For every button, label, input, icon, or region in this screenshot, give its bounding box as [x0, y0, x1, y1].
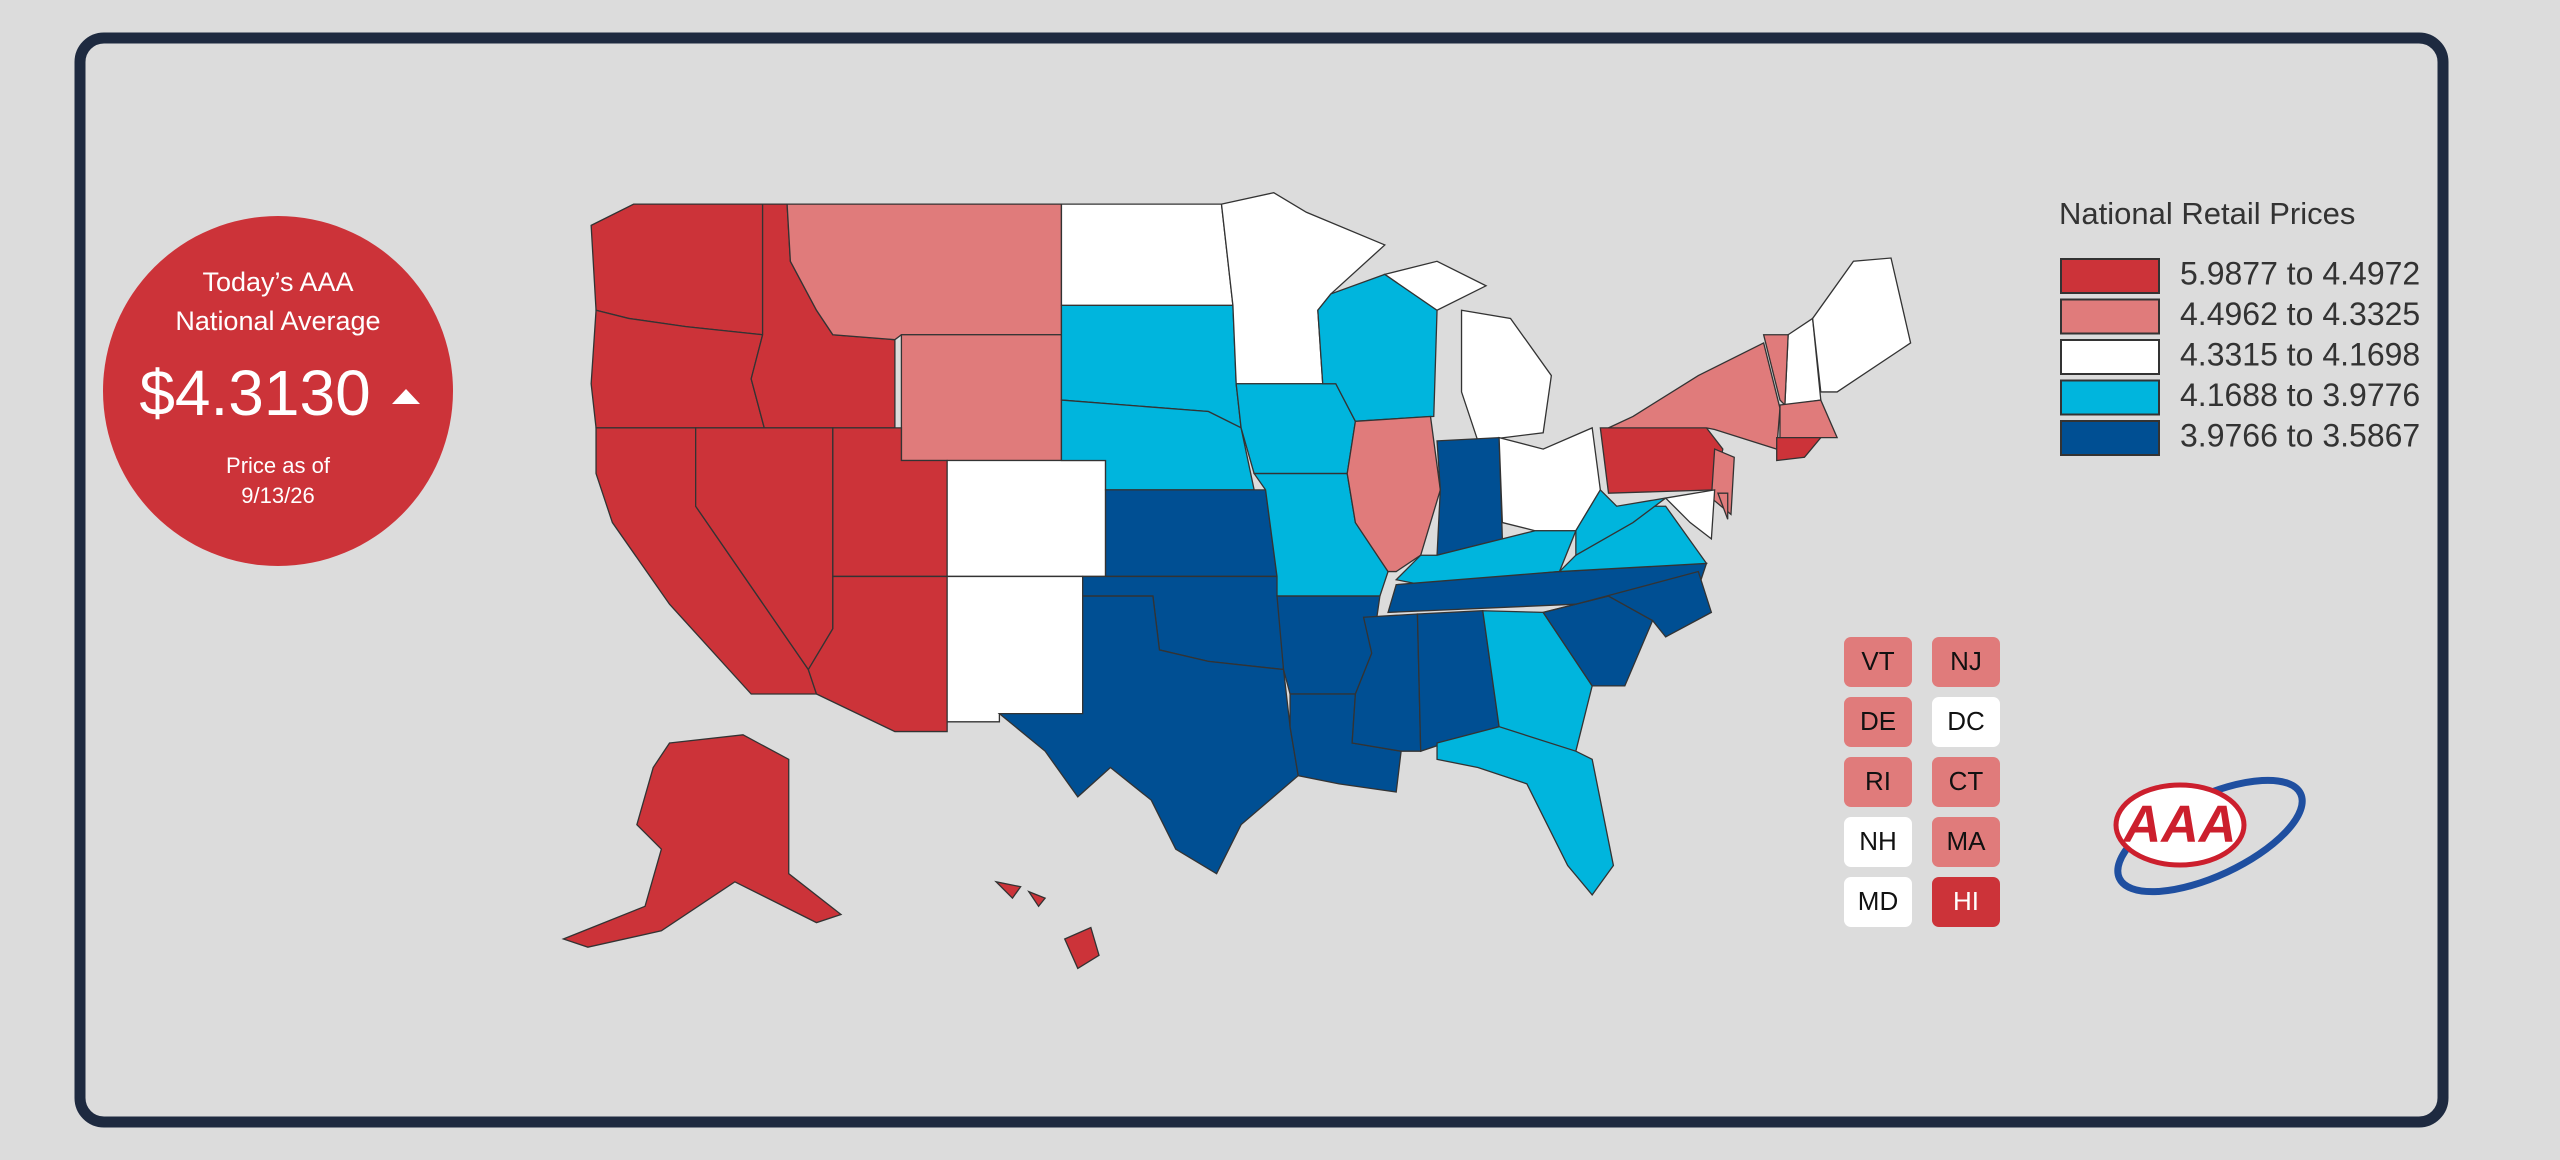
state-box: [1844, 877, 1912, 927]
state-box: [1844, 757, 1912, 807]
state: [1716, 492, 1729, 520]
state: [994, 880, 1100, 970]
frame: [74, 32, 2449, 1128]
state: [1104, 489, 1278, 578]
badge-line: Today’s AAA: [202, 267, 353, 297]
state: [1811, 257, 1912, 393]
state-box-label: MA: [1947, 826, 1987, 856]
price-badge: [103, 216, 453, 566]
state-box: [1932, 877, 2000, 927]
state: [1383, 260, 1488, 312]
state-box-label: HI: [1953, 886, 1979, 916]
state: [946, 575, 1084, 723]
state-box-label: RI: [1865, 766, 1891, 796]
state-box-label: DE: [1860, 706, 1896, 736]
state-box-label: CT: [1949, 766, 1984, 796]
logo-text: AAA: [2122, 796, 2237, 854]
legend-label: 3.9766 to 3.5867: [2180, 417, 2420, 453]
state: [786, 203, 1063, 341]
state-box-label: NH: [1859, 826, 1897, 856]
badge-date-label: Price as of: [226, 453, 331, 478]
legend-label: 4.1688 to 3.9776: [2180, 377, 2420, 413]
legend-label: 4.3315 to 4.1698: [2180, 336, 2420, 372]
state: [1436, 726, 1615, 896]
state-box: [1932, 757, 2000, 807]
state: [1346, 415, 1441, 573]
state: [1710, 448, 1735, 516]
state: [561, 734, 843, 948]
state-box: [1932, 637, 2000, 687]
state: [1599, 427, 1724, 494]
state: [1460, 309, 1553, 442]
state-box: [1932, 697, 2000, 747]
state: [946, 459, 1107, 578]
legend-label: 5.9877 to 4.4972: [2180, 255, 2420, 291]
legend: 5.9877 to 4.4972 4.4962 to 4.3325 4.3315 t…: [2060, 255, 2420, 456]
small-states: VT NJ DE DC RI CT NH MA MD HI: [1844, 637, 2000, 927]
legend-label: 4.4962 to 4.3325: [2180, 296, 2420, 332]
state-box: [1932, 817, 2000, 867]
state: [1776, 436, 1823, 462]
legend-title: National Retail Prices: [2059, 196, 2355, 231]
state-box: [1844, 817, 1912, 867]
badge-price: $4.3130: [139, 357, 370, 429]
state-box-label: DC: [1947, 706, 1985, 736]
state: [1543, 570, 1713, 638]
logo-oval: [2113, 782, 2247, 868]
state: [1779, 399, 1839, 439]
state: [1235, 383, 1357, 475]
up-arrow: [392, 389, 420, 404]
legend-swatch: [2060, 420, 2160, 456]
legend-swatch: [2060, 379, 2160, 416]
state-box: [1844, 637, 1912, 687]
legend-swatch: [2060, 258, 2160, 294]
legend-swatch: [2060, 339, 2160, 375]
state-box-label: NJ: [1950, 646, 1982, 676]
us-map: [561, 192, 1912, 970]
badge-date: 9/13/26: [241, 483, 314, 508]
logo: AAA: [2113, 776, 2306, 896]
state: [900, 334, 1063, 462]
state-box: [1844, 697, 1912, 747]
state: [1060, 203, 1234, 307]
legend-swatch: [2060, 298, 2160, 335]
badge-line: National Average: [175, 306, 380, 336]
state: [1317, 273, 1438, 422]
state-box-label: MD: [1858, 886, 1898, 916]
state: [1436, 436, 1504, 557]
state: [1664, 489, 1716, 541]
state-box-label: VT: [1861, 646, 1894, 676]
